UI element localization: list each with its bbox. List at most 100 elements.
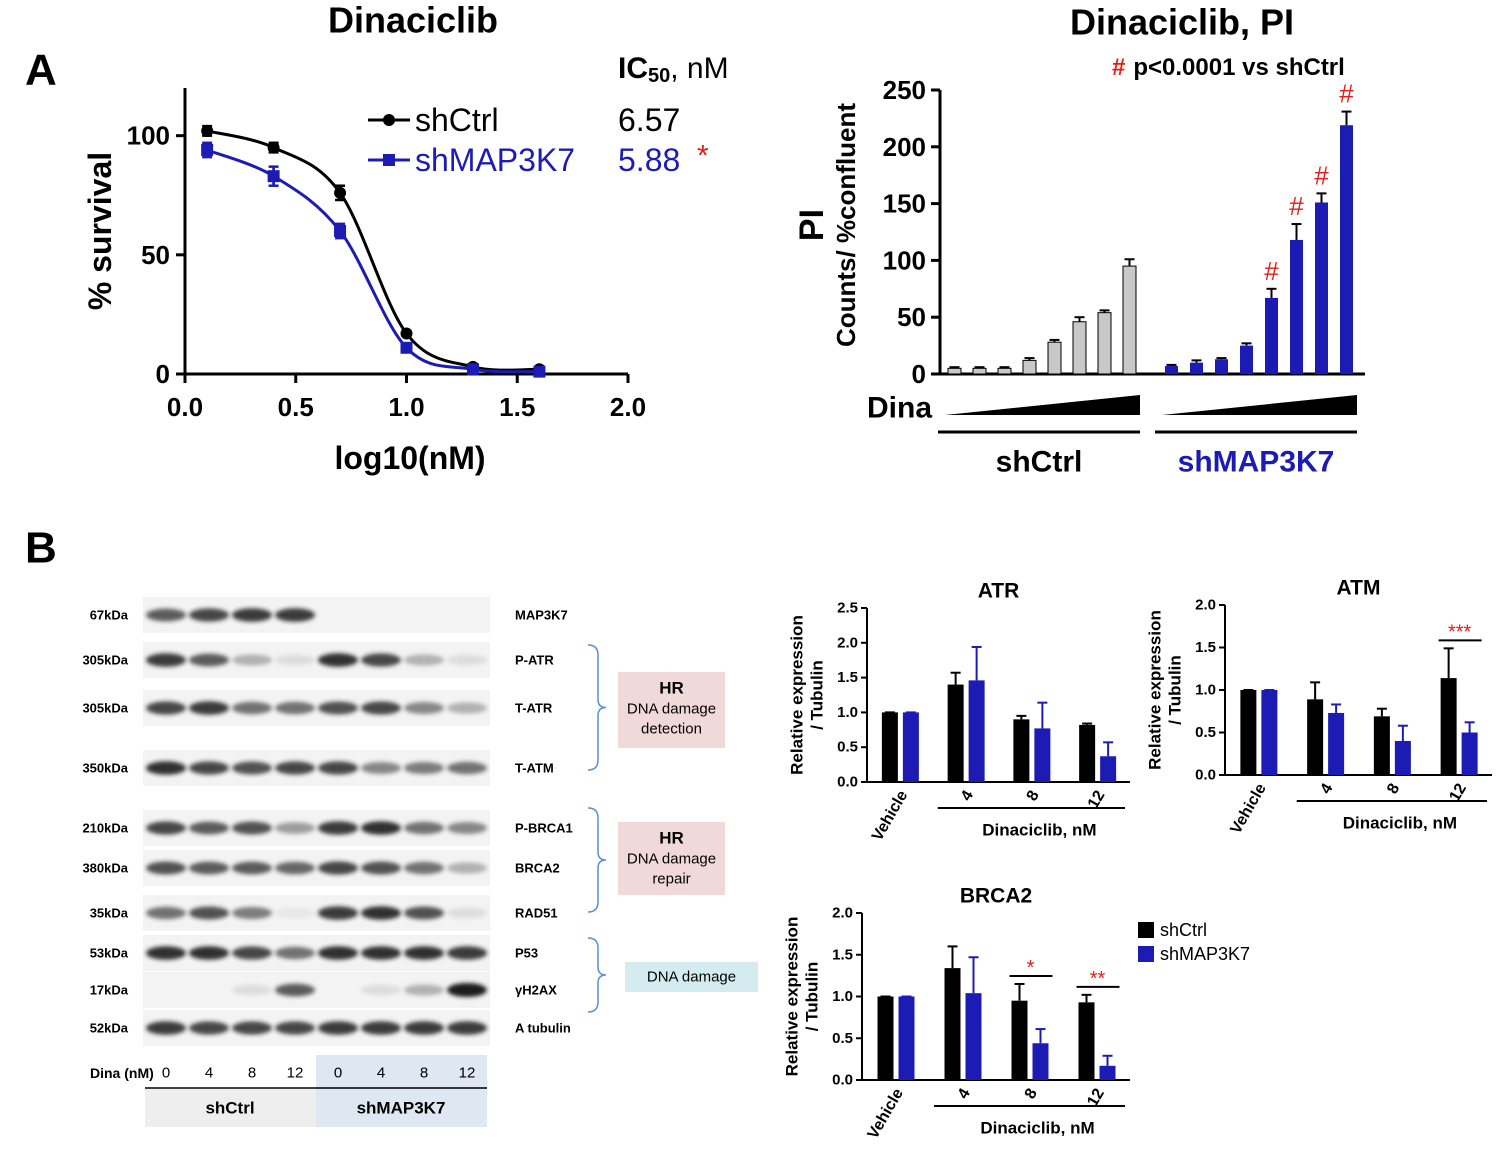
blot-band [275, 1021, 315, 1035]
y-tick-label: 150 [883, 189, 926, 219]
protein-label: P-ATR [515, 653, 554, 668]
y-tick-label: 0.5 [837, 739, 858, 756]
bar [1307, 699, 1324, 775]
box-title: HR [659, 679, 684, 698]
blot-band [404, 861, 444, 875]
y-tick-label: 1.0 [1195, 682, 1216, 699]
error-bar [1331, 703, 1342, 713]
bar [944, 968, 961, 1080]
blot-band [189, 1021, 229, 1035]
y-axis-label: % survival [82, 152, 118, 310]
bar [965, 993, 982, 1080]
lane-label: 12 [287, 1065, 304, 1082]
error-bar [968, 956, 979, 994]
y-tick-label: 1.5 [832, 946, 853, 963]
blot-band [447, 702, 487, 714]
lane-label: 0 [162, 1065, 170, 1082]
blot-band [404, 906, 444, 920]
bar [1078, 1002, 1095, 1080]
group-box [145, 1089, 316, 1127]
blot-band [275, 822, 315, 834]
bar [1328, 712, 1345, 775]
y-axis-label: Counts/ %confluent [831, 103, 861, 347]
error-bar [1376, 707, 1387, 717]
bar [1013, 719, 1030, 782]
blot-band [146, 653, 186, 667]
y-axis-label: Relative expression [788, 615, 807, 775]
y-tick-label: 0.0 [837, 774, 858, 791]
legend-label: shCtrl [1160, 920, 1207, 940]
blot-band [232, 608, 272, 622]
x-tick-label: 4 [955, 1086, 974, 1102]
y-tick-label: 200 [883, 132, 926, 162]
band-size: 380kDa [82, 861, 128, 876]
x-tick-label: 4 [1317, 781, 1336, 797]
blot-band [361, 762, 401, 774]
y-tick-label: 0.0 [1195, 767, 1216, 784]
x-tick-label: Vehicle [869, 788, 911, 844]
blot-band [275, 983, 315, 997]
blot-band [232, 654, 272, 666]
x-tick-label: 1.5 [499, 392, 535, 422]
band-size: 35kDa [90, 906, 129, 921]
blot-band [232, 946, 272, 960]
blot-band [146, 861, 186, 875]
blot-band [189, 761, 229, 775]
blot-band [275, 861, 315, 875]
y-tick-label: 50 [897, 302, 926, 332]
box-text: DNA damage [627, 701, 716, 718]
box-title: HR [659, 829, 684, 848]
blot-band [275, 701, 315, 715]
bar [1265, 297, 1278, 374]
blot-band [189, 946, 229, 960]
blot-band [146, 1021, 186, 1035]
data-point [400, 327, 413, 340]
blot-band [404, 702, 444, 714]
blot-band [361, 701, 401, 715]
data-point [466, 363, 479, 376]
error-bar [1102, 1054, 1113, 1066]
y-tick-label: 0.5 [1195, 724, 1216, 741]
x-tick-label: 2.0 [610, 392, 646, 422]
blot-band [275, 654, 315, 666]
lane-label: 8 [420, 1065, 428, 1082]
bar [881, 712, 898, 782]
y-tick-label: 0 [912, 359, 926, 389]
error-bar [1016, 714, 1027, 720]
significance: * [697, 140, 709, 173]
box-text: repair [652, 871, 690, 888]
band-size: 210kDa [82, 821, 128, 836]
data-point [400, 341, 413, 354]
x-tick-label: 0.5 [278, 392, 314, 422]
y-tick-label: 2.5 [837, 600, 858, 617]
error-bar [1103, 741, 1114, 757]
lane-label: 4 [205, 1065, 213, 1082]
bar [1097, 312, 1112, 375]
bar [1373, 716, 1390, 775]
bar [1215, 359, 1228, 374]
chart-title: Dinaciclib [328, 0, 498, 41]
blot-band [447, 654, 487, 666]
blot-band [189, 653, 229, 667]
significance: # [1339, 79, 1354, 109]
bar [1034, 728, 1051, 782]
error-bar [1074, 316, 1085, 322]
bar [1190, 362, 1203, 374]
data-point [267, 141, 280, 154]
blot-band [275, 608, 315, 622]
blot-band [447, 983, 487, 997]
blot-band [318, 946, 358, 960]
blot-band [318, 1021, 358, 1035]
y-axis-label: PI [793, 209, 831, 241]
bar [1047, 341, 1062, 375]
band-size: 52kDa [90, 1021, 129, 1036]
y-tick-label: 1.5 [837, 669, 858, 686]
annotation-box [625, 962, 758, 992]
group-label: shCtrl [205, 1099, 254, 1118]
blot-band [361, 984, 401, 996]
blot-band [146, 906, 186, 920]
significance: *** [1448, 621, 1472, 643]
blot-band [361, 906, 401, 920]
bracket [587, 644, 607, 771]
x-tick-label: 12 [1085, 788, 1109, 812]
